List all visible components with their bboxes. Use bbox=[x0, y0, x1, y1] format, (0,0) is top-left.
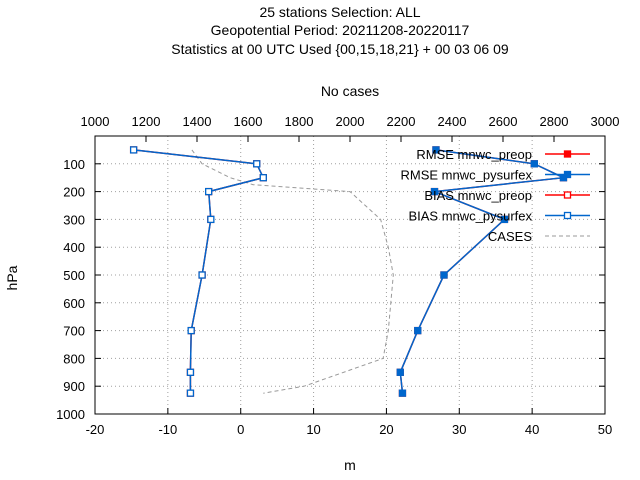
data-point-3 bbox=[259, 174, 267, 182]
legend-label: RMSE mnwc_preop bbox=[416, 147, 532, 162]
data-point-3 bbox=[198, 271, 206, 279]
x-tick-label: -20 bbox=[86, 422, 105, 437]
top-tick-label: 1600 bbox=[234, 114, 263, 129]
top-tick-label: 2400 bbox=[438, 114, 467, 129]
chart-title-line-1: 25 stations Selection: ALL bbox=[259, 4, 420, 20]
data-point-3 bbox=[186, 389, 195, 397]
data-point-1 bbox=[530, 160, 538, 168]
data-point-1 bbox=[398, 389, 407, 397]
plot-frame bbox=[94, 135, 606, 415]
data-point-1 bbox=[440, 271, 448, 279]
chart-title-line-3: Statistics at 00 UTC Used {00,15,18,21} … bbox=[171, 41, 509, 57]
data-point-1 bbox=[432, 146, 440, 154]
y-tick-label: 600 bbox=[63, 296, 85, 311]
top-tick-label: 1400 bbox=[183, 114, 212, 129]
legend-swatch-marker bbox=[563, 211, 572, 220]
series-line-2 bbox=[133, 149, 265, 394]
legend-swatch-marker bbox=[563, 150, 572, 158]
series-group bbox=[129, 146, 568, 397]
x-tick-label: -10 bbox=[158, 422, 177, 437]
top-tick-label: 2800 bbox=[540, 114, 569, 129]
legend-label: CASES bbox=[488, 229, 532, 244]
y-tick-label: 200 bbox=[63, 185, 85, 200]
y-tick-label: 300 bbox=[63, 212, 85, 227]
x-tick-label: 40 bbox=[525, 422, 539, 437]
y-tick-label: 400 bbox=[63, 240, 85, 255]
top-tick-label: 1000 bbox=[81, 114, 110, 129]
top-tick-label: 2000 bbox=[336, 114, 365, 129]
data-point-1 bbox=[396, 368, 404, 376]
legend-swatch-marker bbox=[563, 170, 572, 179]
legend: RMSE mnwc_preop RMSE mnwc_pysurfex BIAS mn… bbox=[401, 147, 590, 244]
y-tick-label: 900 bbox=[63, 379, 85, 394]
top-tick-label: 1800 bbox=[285, 114, 314, 129]
data-point-3 bbox=[207, 215, 215, 224]
top-tick-label: 1200 bbox=[132, 114, 161, 129]
series-line-3 bbox=[133, 149, 265, 394]
data-point-1 bbox=[500, 215, 509, 224]
x-tick-label: 10 bbox=[306, 422, 320, 437]
legend-swatch-marker bbox=[563, 191, 572, 199]
data-point-3 bbox=[187, 326, 195, 335]
x-tick-label: 20 bbox=[379, 422, 393, 437]
y-tick-label: 100 bbox=[63, 157, 85, 172]
x-tick-label: 0 bbox=[237, 422, 244, 437]
y-tick-label: 500 bbox=[63, 268, 85, 283]
legend-label: RMSE mnwc_pysurfex bbox=[401, 168, 533, 183]
data-point-1 bbox=[414, 326, 422, 335]
y-tick-label: 800 bbox=[63, 351, 85, 366]
x-tick-label: 50 bbox=[598, 422, 612, 437]
top-tick-label: 2200 bbox=[387, 114, 416, 129]
chart-title-line-2: Geopotential Period: 20211208-20220117 bbox=[211, 22, 470, 38]
data-point-3 bbox=[205, 187, 213, 196]
grid bbox=[95, 136, 605, 414]
data-point-3 bbox=[253, 160, 261, 168]
series-line-1 bbox=[399, 149, 567, 394]
data-point-3 bbox=[186, 368, 195, 376]
data-point-3 bbox=[129, 146, 138, 154]
axis-ticks: -20 -10 0 10 20 30 40 50 1000 1200 1400 1600 1800 200… bbox=[56, 114, 619, 437]
top-axis-label: No cases bbox=[321, 83, 379, 99]
legend-label: BIAS mnwc_preop bbox=[424, 188, 532, 203]
legend-label: BIAS mnwc_pysurfex bbox=[408, 209, 532, 224]
y-tick-label: 700 bbox=[63, 324, 85, 339]
x-tick-label: 30 bbox=[452, 422, 466, 437]
series-line-4 bbox=[191, 149, 394, 394]
y-tick-label: 1000 bbox=[56, 407, 85, 422]
top-tick-label: 2600 bbox=[489, 114, 518, 129]
y-axis-label: hPa bbox=[4, 265, 20, 290]
x-axis-label: m bbox=[344, 457, 356, 473]
top-tick-label: 3000 bbox=[591, 114, 620, 129]
data-point-1 bbox=[430, 187, 439, 196]
